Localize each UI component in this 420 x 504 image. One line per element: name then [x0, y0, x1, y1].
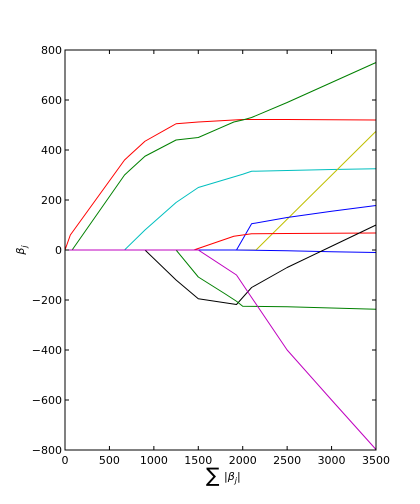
x-axis-title-sum: ∑ [206, 463, 220, 487]
y-tick-label: −400 [32, 344, 62, 357]
series-layer [64, 62, 377, 450]
series-line-1 [64, 119, 377, 251]
y-tick-label: 800 [41, 44, 62, 57]
x-tick-label: 1000 [140, 454, 168, 467]
x-tick-label: 2000 [229, 454, 257, 467]
x-axis-title-abs-beta: |βj| [224, 470, 241, 485]
y-tick-label: 200 [41, 194, 62, 207]
x-tick-label: 3500 [362, 454, 390, 467]
series-line-8 [65, 224, 377, 305]
y-tick-label: −800 [32, 444, 62, 457]
x-tick-label: 500 [99, 454, 120, 467]
x-tick-label: 0 [62, 454, 69, 467]
series-line-2 [65, 62, 377, 251]
y-axis-title-text: βj [14, 245, 29, 256]
y-tick-label: 400 [41, 144, 62, 157]
y-tick-label: −200 [32, 294, 62, 307]
y-tick-label: 0 [55, 244, 62, 257]
x-tick-label: 1500 [184, 454, 212, 467]
series-line-9 [65, 249, 377, 310]
y-tick-label: −600 [32, 394, 62, 407]
x-axis-title: ∑ |βj| [206, 463, 241, 487]
series-line-3 [65, 168, 377, 251]
x-tick-label: 2500 [273, 454, 301, 467]
series-line-4 [65, 130, 377, 251]
series-line-5 [65, 205, 377, 251]
y-axis-title: βj [14, 245, 29, 256]
tick-layer: 0 500 1000 1500 2000 2500 3000 3500−800−600−400… [32, 44, 390, 467]
x-tick-label: 3000 [318, 454, 346, 467]
y-tick-label: 600 [41, 94, 62, 107]
series-line-10 [65, 249, 377, 450]
